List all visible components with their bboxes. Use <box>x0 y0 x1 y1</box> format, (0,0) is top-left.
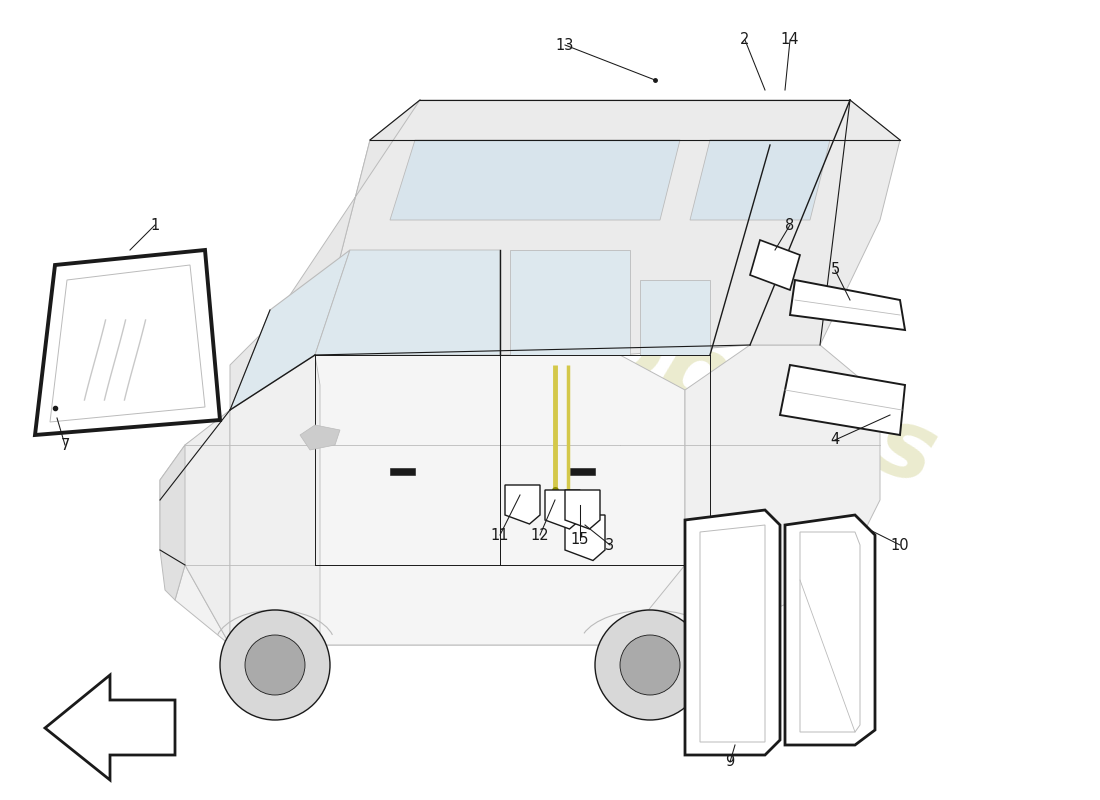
Polygon shape <box>505 485 540 524</box>
Text: 12: 12 <box>530 527 549 542</box>
Text: a passion for parts since 1985: a passion for parts since 1985 <box>456 474 703 556</box>
Polygon shape <box>185 355 685 645</box>
Polygon shape <box>230 100 420 410</box>
Polygon shape <box>685 345 880 620</box>
Polygon shape <box>785 515 874 745</box>
Text: 1: 1 <box>151 218 160 233</box>
Polygon shape <box>230 355 320 665</box>
Polygon shape <box>35 250 220 435</box>
Polygon shape <box>800 532 860 732</box>
Text: 10: 10 <box>891 538 910 553</box>
Polygon shape <box>780 365 905 435</box>
Circle shape <box>220 610 330 720</box>
Polygon shape <box>50 265 205 422</box>
Polygon shape <box>570 468 595 475</box>
Circle shape <box>245 635 305 695</box>
Text: europarts: europarts <box>411 234 948 506</box>
Polygon shape <box>175 565 685 645</box>
Text: 11: 11 <box>491 527 509 542</box>
Polygon shape <box>544 490 580 529</box>
Polygon shape <box>640 280 710 355</box>
Text: 13: 13 <box>556 38 574 53</box>
Text: 4: 4 <box>830 433 839 447</box>
Circle shape <box>620 635 680 695</box>
Polygon shape <box>390 140 680 220</box>
Polygon shape <box>700 525 764 742</box>
Polygon shape <box>315 100 900 355</box>
Polygon shape <box>300 425 340 450</box>
Polygon shape <box>510 250 630 355</box>
Text: 3: 3 <box>605 538 615 553</box>
Polygon shape <box>390 468 415 475</box>
Polygon shape <box>690 140 830 220</box>
Polygon shape <box>685 510 780 755</box>
Polygon shape <box>160 445 185 600</box>
Text: 5: 5 <box>830 262 839 278</box>
Polygon shape <box>750 240 800 290</box>
Text: 9: 9 <box>725 754 735 770</box>
Text: 7: 7 <box>60 438 69 453</box>
Text: 8: 8 <box>785 218 794 233</box>
Polygon shape <box>160 410 230 645</box>
Circle shape <box>595 610 705 720</box>
Text: 14: 14 <box>781 33 800 47</box>
Polygon shape <box>565 515 605 561</box>
Polygon shape <box>230 250 350 410</box>
Polygon shape <box>315 250 500 355</box>
Polygon shape <box>565 490 600 529</box>
Text: 15: 15 <box>571 533 590 547</box>
Text: 2: 2 <box>740 33 750 47</box>
Polygon shape <box>790 280 905 330</box>
Polygon shape <box>45 675 175 780</box>
